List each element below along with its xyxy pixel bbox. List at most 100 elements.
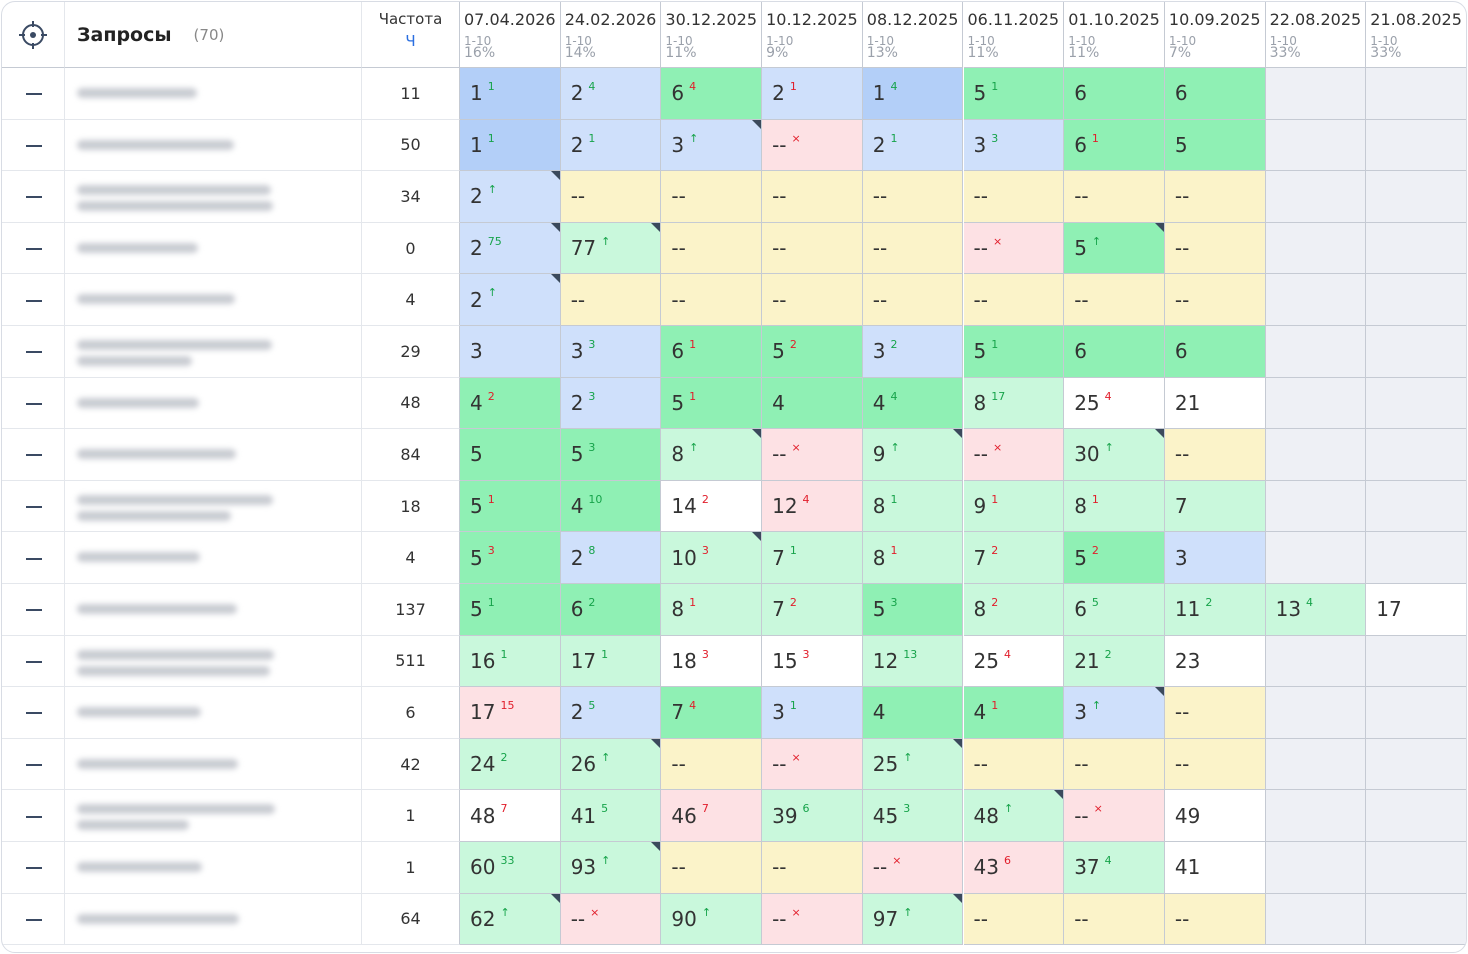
position-cell[interactable]: 41 <box>1164 842 1266 894</box>
remove-button[interactable] <box>2 429 65 481</box>
position-cell[interactable]: 37 4 <box>1064 842 1165 894</box>
position-cell[interactable]: 12 4 <box>762 480 863 533</box>
position-cell[interactable]: 97 ↑ <box>862 893 964 946</box>
position-cell[interactable]: 4 <box>862 687 964 739</box>
position-cell[interactable]: 46 7 <box>661 790 763 842</box>
position-cell[interactable]: 25 4 <box>1064 377 1165 430</box>
position-cell[interactable]: 6 <box>1164 326 1266 378</box>
position-cell[interactable]: 3 <box>460 326 561 378</box>
position-cell[interactable]: -- <box>1064 171 1165 223</box>
query-cell[interactable] <box>65 532 362 584</box>
position-cell[interactable]: -- <box>560 171 662 223</box>
remove-button[interactable] <box>2 790 65 842</box>
date-header[interactable]: 06.11.2025 1-10 11% <box>963 2 1065 68</box>
position-cell[interactable]: -- <box>963 274 1065 326</box>
freq-unit[interactable]: Ч <box>405 32 416 50</box>
position-cell[interactable]: 3 ↑ <box>1064 687 1165 739</box>
position-cell[interactable]: -- × <box>762 738 863 791</box>
position-cell[interactable]: -- × <box>1064 790 1165 842</box>
position-cell[interactable]: 8 ↑ <box>661 429 763 481</box>
position-cell[interactable]: -- × <box>963 429 1065 481</box>
position-cell[interactable]: -- <box>1164 274 1266 326</box>
position-cell[interactable]: 2 75 <box>460 222 561 275</box>
query-cell[interactable] <box>65 893 362 946</box>
position-cell[interactable]: -- <box>963 171 1065 223</box>
date-header[interactable]: 22.08.2025 1-10 33% <box>1265 2 1367 68</box>
position-cell[interactable]: -- <box>1164 687 1266 739</box>
query-cell[interactable] <box>65 480 362 533</box>
query-cell[interactable] <box>65 377 362 430</box>
date-header[interactable]: 07.04.2026 1-10 16% <box>460 2 561 68</box>
position-cell[interactable]: -- <box>661 222 763 275</box>
query-cell[interactable] <box>65 842 362 894</box>
target-icon[interactable] <box>2 2 65 68</box>
position-cell[interactable]: 8 17 <box>963 377 1065 430</box>
position-cell[interactable]: 6 <box>1164 68 1266 120</box>
position-cell[interactable]: -- × <box>762 893 863 946</box>
position-cell[interactable]: -- × <box>963 222 1065 275</box>
position-cell[interactable]: 5 <box>1164 119 1266 172</box>
position-cell[interactable]: -- × <box>560 893 662 946</box>
position-cell[interactable]: 30 ↑ <box>1064 429 1165 481</box>
position-cell[interactable]: -- <box>762 274 863 326</box>
query-cell[interactable] <box>65 635 362 688</box>
position-cell[interactable]: 9 ↑ <box>862 429 964 481</box>
remove-button[interactable] <box>2 119 65 172</box>
position-cell[interactable]: -- × <box>862 842 964 894</box>
position-cell[interactable]: 48 ↑ <box>963 790 1065 842</box>
position-cell[interactable]: 2 ↑ <box>460 171 561 223</box>
position-cell[interactable]: -- <box>1164 222 1266 275</box>
date-header[interactable]: 10.12.2025 1-10 9% <box>762 2 863 68</box>
query-cell[interactable] <box>65 790 362 842</box>
query-cell[interactable] <box>65 68 362 120</box>
position-cell[interactable]: 5 <box>460 429 561 481</box>
query-cell[interactable] <box>65 222 362 275</box>
position-cell[interactable]: 11 2 <box>1164 584 1266 636</box>
remove-button[interactable] <box>2 635 65 688</box>
position-cell[interactable]: -- <box>862 274 964 326</box>
date-header[interactable]: 01.10.2025 1-10 11% <box>1064 2 1165 68</box>
remove-button[interactable] <box>2 171 65 223</box>
position-cell[interactable]: -- <box>560 274 662 326</box>
date-header[interactable]: 10.09.2025 1-10 7% <box>1164 2 1266 68</box>
position-cell[interactable]: -- <box>661 842 763 894</box>
position-cell[interactable]: -- <box>1164 429 1266 481</box>
position-cell[interactable]: 21 2 <box>1064 635 1165 688</box>
position-cell[interactable]: -- <box>1064 738 1165 791</box>
position-cell[interactable]: 5 ↑ <box>1064 222 1165 275</box>
position-cell[interactable]: 39 6 <box>762 790 863 842</box>
query-cell[interactable] <box>65 274 362 326</box>
position-cell[interactable]: -- <box>661 171 763 223</box>
position-cell[interactable]: 3 <box>1164 532 1266 584</box>
remove-button[interactable] <box>2 326 65 378</box>
query-cell[interactable] <box>65 738 362 791</box>
remove-button[interactable] <box>2 68 65 120</box>
remove-button[interactable] <box>2 893 65 946</box>
position-cell[interactable]: 60 33 <box>460 842 561 894</box>
position-cell[interactable]: 17 <box>1366 584 1466 636</box>
remove-button[interactable] <box>2 222 65 275</box>
